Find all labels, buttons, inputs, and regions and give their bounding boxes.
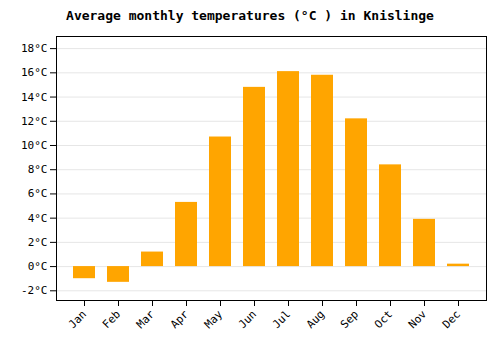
html-text:Average monthly temperatures (: Average monthly temperatures (°C ) in Kn… (66, 8, 434, 23)
svg-text:18°C: 18°C (21, 42, 48, 55)
svg-text:10°C: 10°C (21, 139, 48, 152)
svg-text:May: May (202, 307, 226, 331)
svg-text:Jun: Jun (236, 308, 259, 331)
svg-text:0°C: 0°C (28, 260, 48, 273)
svg-text:Jul: Jul (270, 308, 293, 331)
svg-text:Jan: Jan (66, 308, 89, 331)
svg-text:Oct: Oct (372, 308, 395, 331)
svg-text:-2°C: -2°C (21, 284, 48, 297)
svg-text:Apr: Apr (168, 307, 192, 331)
svg-text:12°C: 12°C (21, 115, 48, 128)
svg-text:Mar: Mar (134, 307, 158, 331)
svg-text:8°C: 8°C (28, 163, 48, 176)
svg-text:14°C: 14°C (21, 91, 48, 104)
svg-text:Feb: Feb (100, 308, 123, 331)
svg-text:Aug: Aug (304, 308, 327, 331)
svg-text:16°C: 16°C (21, 66, 48, 79)
svg-text:6°C: 6°C (28, 187, 48, 200)
svg-text:Dec: Dec (440, 308, 463, 331)
svg-text:Sep: Sep (338, 308, 361, 331)
svg-text:4°C: 4°C (28, 212, 48, 225)
svg-text:2°C: 2°C (28, 236, 48, 249)
svg-text:Nov: Nov (406, 307, 430, 331)
